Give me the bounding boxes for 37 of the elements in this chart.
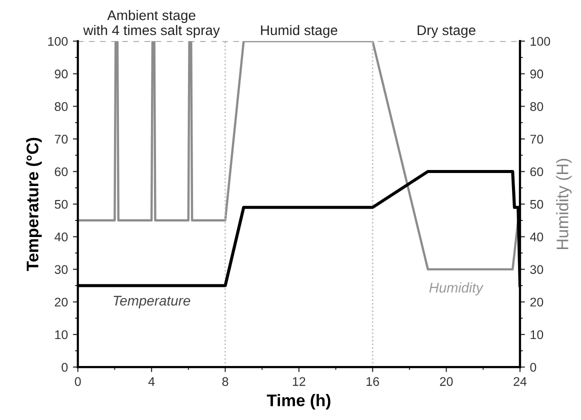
y-tick-label: 100: [48, 36, 68, 46]
y2-tick-label: 90: [530, 70, 544, 78]
x-tick-label: 16: [366, 377, 380, 386]
y-tick-label: 20: [54, 298, 68, 307]
annotation: Humidity: [429, 282, 484, 296]
y2-tick-label: 100: [530, 36, 550, 46]
annotation: Temperature: [114, 296, 190, 308]
y2-tick-label: 80: [530, 102, 544, 111]
text: Ambient stage with 4 times salt spray: [83, 10, 220, 38]
y-tick-label: 10: [55, 330, 68, 340]
y-tick-label: 30: [54, 265, 68, 274]
y2-tick-label: 20: [530, 298, 544, 307]
x-tick-label: 8: [222, 377, 228, 386]
y-tick-label: 60: [54, 167, 68, 176]
text: Dry stage: [418, 25, 476, 38]
y-tick-label: 40: [54, 232, 68, 242]
y-tick-label: 80: [54, 102, 68, 111]
x-tick-label: 24: [514, 377, 527, 386]
x-tick-label: 0: [74, 377, 81, 386]
y2-tick-label: 50: [530, 200, 544, 209]
y2-tick-label: 0: [530, 362, 536, 372]
y2-tick-label: 60: [530, 167, 544, 176]
y2-axis-title: Humidity (H): [556, 158, 572, 250]
y2-tick-label: 70: [530, 134, 544, 144]
y-tick-label: 70: [54, 134, 68, 144]
y-tick-label: 0: [62, 362, 68, 372]
y-axis-title: Temperature (°C): [26, 138, 42, 272]
y2-tick-label: 30: [530, 265, 544, 274]
x-tick-label: 12: [292, 377, 306, 386]
y-tick-label: 50: [54, 200, 68, 209]
x-tick-label: 4: [148, 377, 155, 386]
y2-tick-label: 40: [530, 232, 544, 242]
x-axis-title: Time (h): [266, 394, 330, 410]
x-tick-label: 20: [440, 377, 453, 386]
y-tick-label: 90: [54, 70, 68, 78]
text: Humid stage: [261, 24, 338, 38]
y2-tick-label: 10: [530, 330, 544, 340]
